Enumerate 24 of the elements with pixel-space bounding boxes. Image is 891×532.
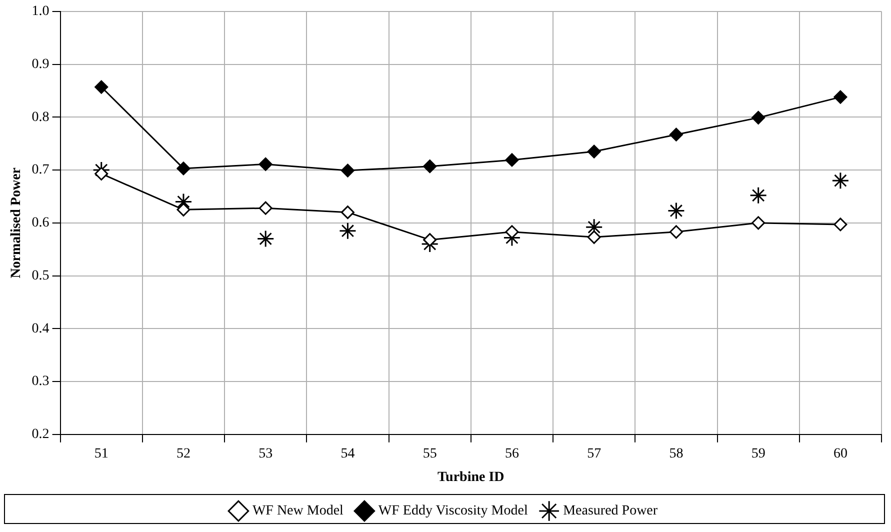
y-tick-label: 0.9 bbox=[32, 56, 50, 72]
y-tick-label: 0.5 bbox=[32, 268, 50, 284]
legend-label: Measured Power bbox=[563, 504, 658, 519]
y-tick-label: 0.7 bbox=[32, 162, 50, 178]
y-tick-label: 0.3 bbox=[32, 374, 50, 390]
y-tick-label: 1.0 bbox=[32, 4, 50, 20]
legend-label: WF New Model bbox=[252, 504, 344, 519]
y-axis-title: Normalised Power bbox=[9, 167, 24, 278]
x-tick-label: 53 bbox=[258, 446, 273, 462]
x-tick-label: 60 bbox=[833, 446, 848, 462]
y-tick-label: 0.6 bbox=[32, 216, 50, 231]
y-tick-label: 0.2 bbox=[32, 427, 50, 442]
x-tick-label: 59 bbox=[751, 446, 766, 462]
y-tick-label: 0.8 bbox=[32, 110, 50, 125]
x-tick-label: 54 bbox=[340, 446, 355, 462]
y-tick-label: 0.4 bbox=[32, 321, 50, 336]
x-tick-label: 57 bbox=[587, 446, 602, 462]
x-axis-title: Turbine ID bbox=[438, 470, 504, 486]
x-tick-label: 56 bbox=[504, 446, 519, 462]
x-tick-label: 55 bbox=[422, 446, 437, 462]
legend-label: WF Eddy Viscosity Model bbox=[378, 504, 528, 519]
x-tick-label: 51 bbox=[94, 446, 108, 462]
x-tick-label: 52 bbox=[176, 446, 190, 462]
x-tick-label: 58 bbox=[669, 446, 684, 462]
